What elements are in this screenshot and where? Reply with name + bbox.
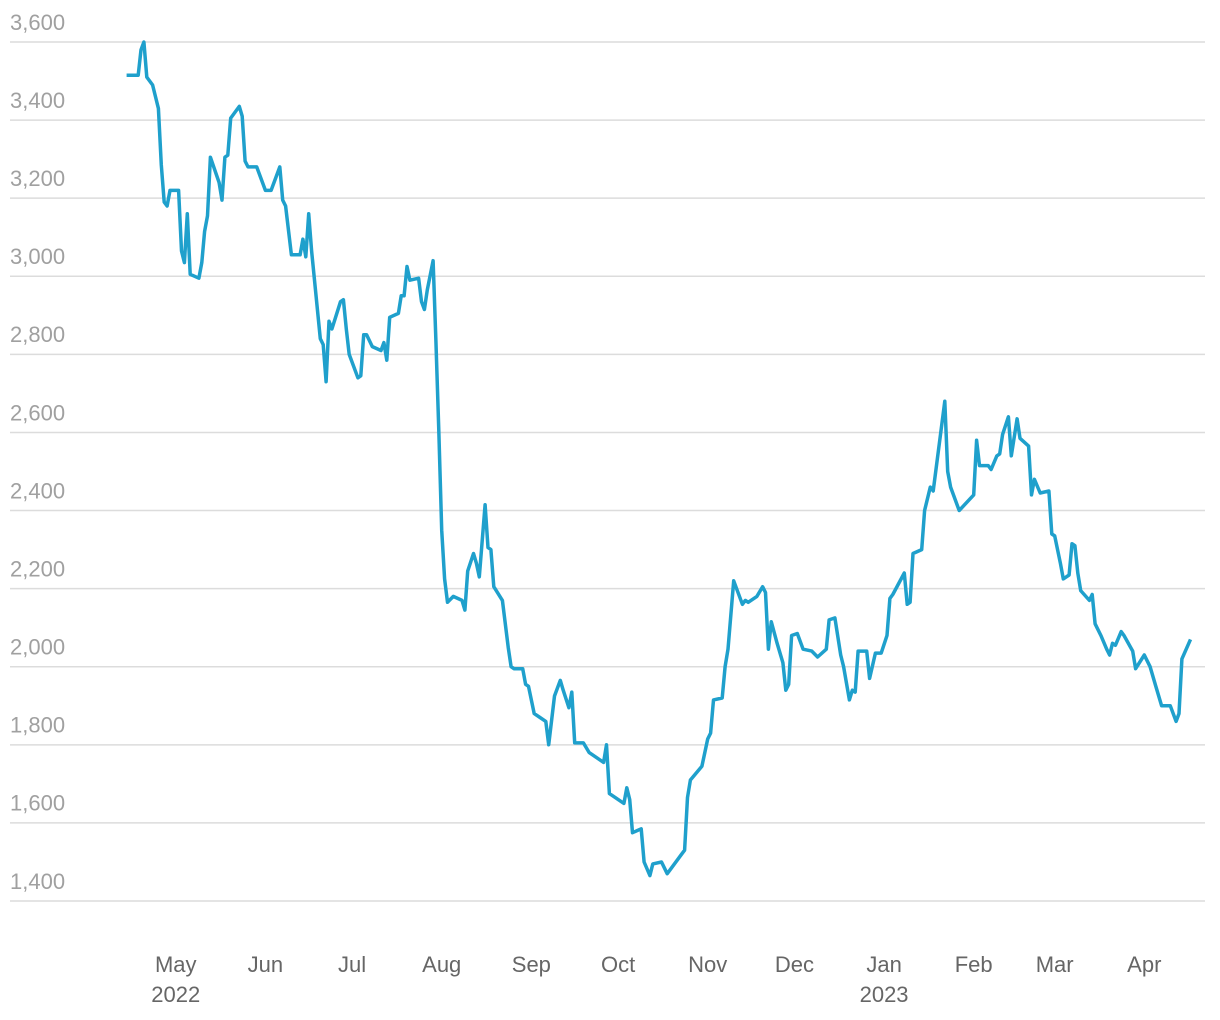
y-tick-label: 3,200 <box>10 166 65 191</box>
x-tick-label: Jul <box>338 952 366 977</box>
y-tick-label: 2,600 <box>10 400 65 425</box>
x-tick-label: May <box>155 952 197 977</box>
x-tick-year: 2023 <box>860 982 909 1007</box>
x-tick-year: 2022 <box>151 982 200 1007</box>
x-tick-label: Sep <box>512 952 551 977</box>
x-tick-label: Dec <box>775 952 814 977</box>
price-line <box>126 40 1193 878</box>
y-tick-label: 2,000 <box>10 635 65 660</box>
x-tick-label: Jun <box>248 952 283 977</box>
y-tick-label: 1,800 <box>10 713 65 738</box>
y-tick-label: 3,000 <box>10 244 65 269</box>
x-tick-label: Nov <box>688 952 727 977</box>
y-tick-label: 3,600 <box>10 10 65 35</box>
y-tick-label: 1,600 <box>10 791 65 816</box>
y-tick-label: 2,200 <box>10 556 65 581</box>
x-tick-label: Jan <box>866 952 901 977</box>
y-tick-label: 2,400 <box>10 478 65 503</box>
y-tick-label: 2,800 <box>10 322 65 347</box>
x-tick-label: Oct <box>601 952 635 977</box>
y-tick-label: 1,400 <box>10 869 65 894</box>
x-tick-label: Feb <box>955 952 993 977</box>
x-tick-label: Mar <box>1036 952 1074 977</box>
x-tick-label: Apr <box>1127 952 1161 977</box>
x-tick-label: Aug <box>422 952 461 977</box>
y-tick-label: 3,400 <box>10 88 65 113</box>
